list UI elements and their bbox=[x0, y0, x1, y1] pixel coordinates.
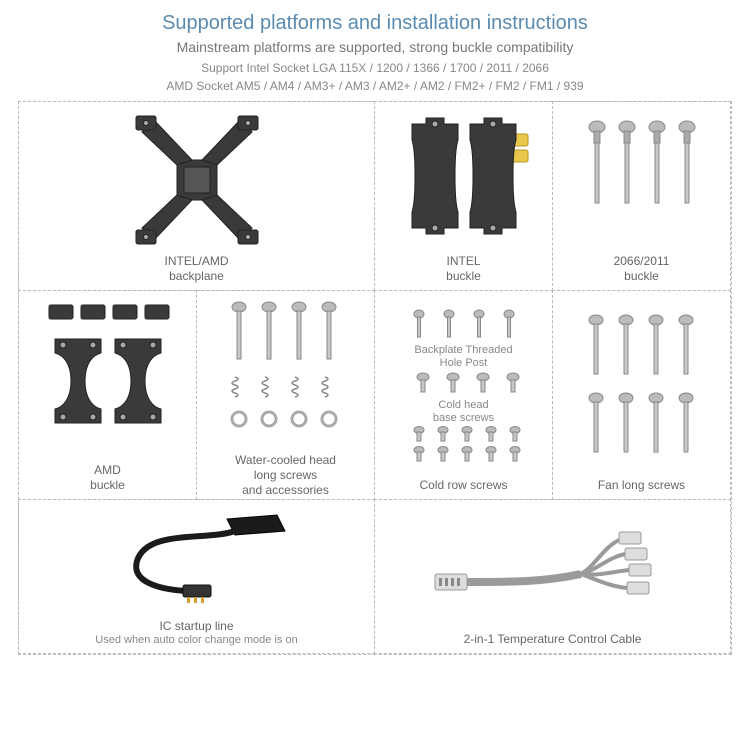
backplane-label: INTEL/AMD backplane bbox=[164, 254, 228, 284]
ic-startup-sublabel: Used when auto color change mode is on bbox=[95, 634, 297, 647]
2066-buckle-label: 2066/2011 buckle bbox=[614, 254, 670, 284]
intel-buckle-icon bbox=[381, 110, 546, 250]
cold-head-label: Cold head base screws bbox=[433, 399, 494, 425]
water-screws-icon bbox=[203, 299, 368, 449]
fan-screws-icon bbox=[559, 299, 724, 474]
cell-water-screws: Water-cooled head long screws and access… bbox=[196, 290, 375, 500]
cell-ic-startup: IC startup line Used when auto color cha… bbox=[18, 499, 375, 654]
ic-startup-label: IC startup line bbox=[159, 619, 233, 634]
temp-cable-icon bbox=[381, 508, 724, 628]
page-title: Supported platforms and installation ins… bbox=[18, 12, 732, 35]
cell-amd-buckle: AMD buckle bbox=[18, 290, 197, 500]
fan-screws-label: Fan long screws bbox=[598, 478, 685, 493]
backplane-icon bbox=[25, 110, 368, 250]
intel-buckle-label: INTEL buckle bbox=[446, 254, 481, 284]
page-subtitle: Mainstream platforms are supported, stro… bbox=[18, 39, 732, 55]
amd-buckle-label: AMD buckle bbox=[90, 463, 125, 493]
2066-buckle-icon bbox=[559, 110, 724, 250]
cold-row-label: Cold row screws bbox=[419, 478, 507, 493]
intel-support-line: Support Intel Socket LGA 115X / 1200 / 1… bbox=[18, 59, 732, 77]
cell-2066-buckle: 2066/2011 buckle bbox=[552, 101, 731, 291]
temp-cable-label: 2-in-1 Temperature Control Cable bbox=[464, 632, 642, 647]
cell-cold-row: Backplate Threaded Hole Post Cold head b… bbox=[374, 290, 553, 500]
ic-startup-icon bbox=[25, 508, 368, 615]
header: Supported platforms and installation ins… bbox=[18, 12, 732, 95]
cell-backplane: INTEL/AMD backplane bbox=[18, 101, 375, 291]
water-screws-label: Water-cooled head long screws and access… bbox=[235, 453, 336, 498]
cell-intel-buckle: INTEL buckle bbox=[374, 101, 553, 291]
parts-grid: INTEL/AMD backplane bbox=[18, 101, 732, 655]
backplate-post-label: Backplate Threaded Hole Post bbox=[414, 344, 512, 370]
amd-support-line: AMD Socket AM5 / AM4 / AM3+ / AM3 / AM2+… bbox=[18, 77, 732, 95]
cell-fan-screws: Fan long screws bbox=[552, 290, 731, 500]
amd-buckle-icon bbox=[25, 299, 190, 459]
cell-temp-cable: 2-in-1 Temperature Control Cable bbox=[374, 499, 731, 654]
cold-row-icon: Backplate Threaded Hole Post Cold head b… bbox=[381, 299, 546, 474]
